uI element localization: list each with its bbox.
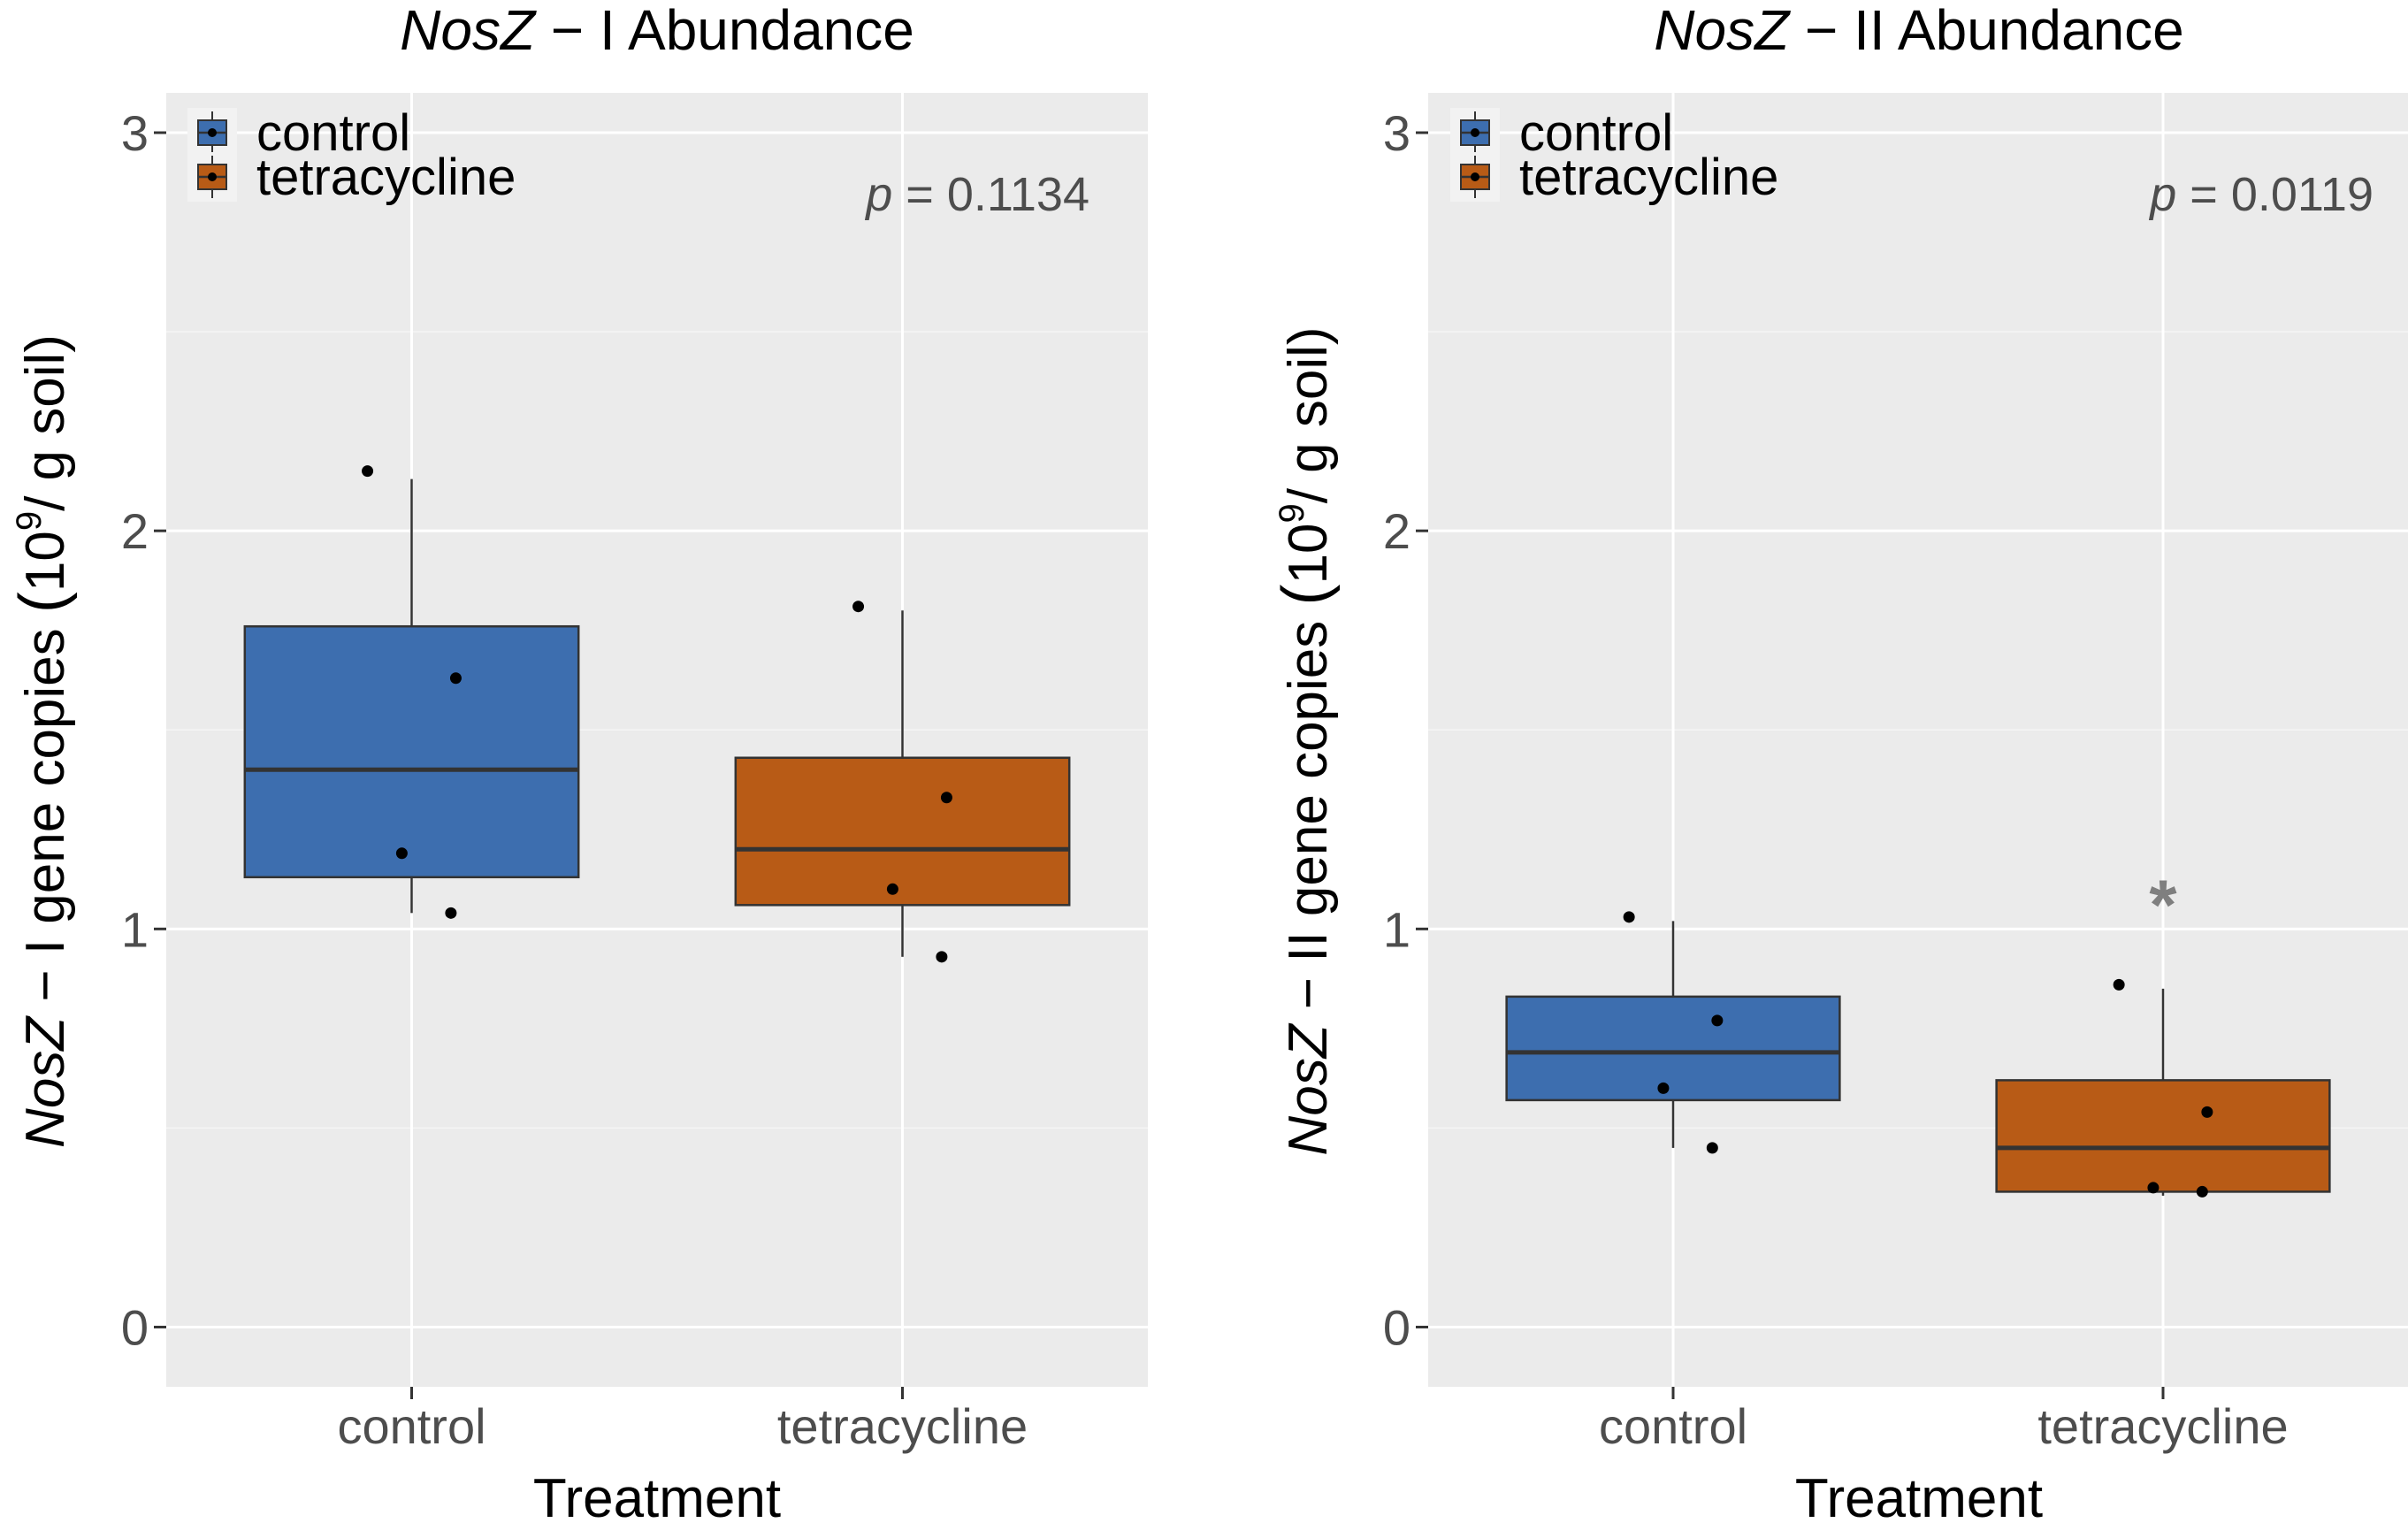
data-point <box>886 883 898 895</box>
y-label-unit: / g soil) <box>1278 326 1339 503</box>
y-tick-label: 2 <box>121 503 149 559</box>
x-tick-label: control <box>1599 1398 1747 1454</box>
y-tick-label: 0 <box>121 1299 149 1355</box>
title-gene: NosZ <box>1654 0 1791 62</box>
y-tick-label: 2 <box>1383 503 1410 559</box>
data-point <box>936 951 948 963</box>
legend-item: tetracycline <box>1450 149 1778 206</box>
data-point <box>449 672 462 685</box>
y-tick-label: 1 <box>121 901 149 957</box>
box-body <box>734 756 1071 907</box>
legend-item: tetracycline <box>187 149 516 206</box>
y-axis-label: NosZ − I gene copies (109/ g soil) <box>7 334 78 1148</box>
data-point <box>1657 1082 1670 1094</box>
data-point <box>445 907 457 919</box>
x-tick-label: control <box>337 1398 485 1454</box>
data-point <box>395 847 408 860</box>
x-tick-label: tetracycline <box>2037 1398 2288 1454</box>
y-label-base: 10 <box>1278 524 1339 585</box>
box-body <box>1995 1079 2331 1193</box>
legend-key-point <box>208 128 217 137</box>
y-label-gene: NosZ <box>1278 1022 1339 1155</box>
legend-label: tetracycline <box>1519 149 1778 206</box>
y-label-exponent: 9 <box>10 511 49 531</box>
y-label-rest: − II gene copies <box>1278 605 1339 1024</box>
y-label-paren: ( <box>1270 584 1341 605</box>
p-value-number: = 0.1134 <box>892 168 1089 221</box>
y-tick-label: 3 <box>121 105 149 161</box>
y-label-base: 10 <box>15 531 76 592</box>
data-point <box>2147 1182 2160 1194</box>
legend-item: control <box>187 104 410 162</box>
title-rest: − I Abundance <box>535 0 914 62</box>
box-control <box>243 465 580 919</box>
data-point <box>2113 978 2125 991</box>
y-label-rest: − I gene copies <box>15 613 76 1017</box>
box-control <box>1505 911 1841 1154</box>
title-rest: − II Abundance <box>1789 0 2184 62</box>
x-axis-label: Treatment <box>533 1468 781 1523</box>
y-label-paren: ( <box>7 592 78 613</box>
legend-label: tetracycline <box>256 149 516 206</box>
data-point <box>362 465 374 478</box>
legend-label: control <box>256 104 410 162</box>
chart-title: NosZ − II Abundance <box>1654 0 2184 62</box>
p-value: p = 0.0119 <box>2148 168 2374 221</box>
box-tetracycline <box>1995 978 2331 1198</box>
y-tick-label: 0 <box>1383 1299 1410 1355</box>
data-point <box>2196 1185 2208 1198</box>
x-tick-label: tetracycline <box>777 1398 1028 1454</box>
chart-title: NosZ − I Abundance <box>400 0 914 62</box>
title-gene: NosZ <box>400 0 537 62</box>
p-symbol: p <box>2148 168 2176 221</box>
legend-key-point <box>208 172 217 181</box>
data-point <box>852 601 865 613</box>
y-tick-label: 3 <box>1383 105 1410 161</box>
legend-key-point <box>1471 128 1479 137</box>
significance-star: * <box>2149 865 2177 944</box>
legend-label: control <box>1519 104 1673 162</box>
y-tick-label: 1 <box>1383 901 1410 957</box>
y-label-gene: NosZ <box>15 1015 76 1148</box>
data-point <box>1623 911 1635 923</box>
data-point <box>1711 1014 1724 1027</box>
legend-item: control <box>1450 104 1673 162</box>
x-axis-label: Treatment <box>1795 1468 2043 1523</box>
y-axis-label: NosZ − II gene copies (109/ g soil) <box>1270 326 1341 1155</box>
y-label-unit: / g soil) <box>15 334 76 511</box>
data-point <box>940 792 952 804</box>
box-tetracycline <box>734 601 1071 963</box>
legend-key-point <box>1471 172 1479 181</box>
data-point <box>2201 1106 2213 1118</box>
data-point <box>1706 1142 1718 1154</box>
box-body <box>1505 995 1841 1102</box>
y-label-exponent: 9 <box>1273 503 1311 523</box>
p-symbol: p <box>864 168 892 221</box>
p-value-number: = 0.0119 <box>2176 168 2374 221</box>
p-value: p = 0.1134 <box>864 168 1089 221</box>
box-body <box>243 624 580 879</box>
